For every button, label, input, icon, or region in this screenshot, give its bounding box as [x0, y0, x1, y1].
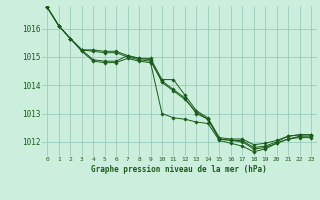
X-axis label: Graphe pression niveau de la mer (hPa): Graphe pression niveau de la mer (hPa): [91, 165, 267, 174]
